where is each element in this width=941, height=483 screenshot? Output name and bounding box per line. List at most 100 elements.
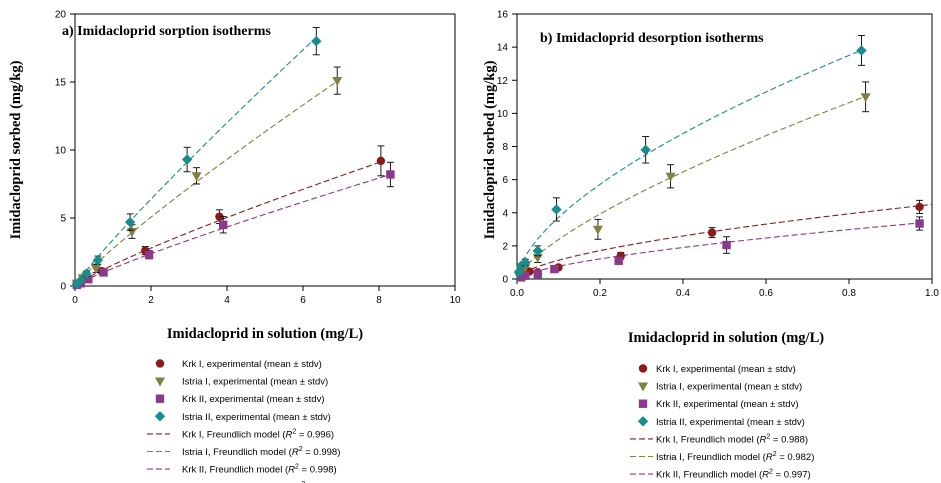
data-point bbox=[84, 275, 93, 284]
chart-panel-2: 0.0 0.2 0.4 0.6 0.8 1.0 0 2 4 6 8 10 12 14 16 b) Imidac… bbox=[482, 10, 939, 481]
y-tick-label: 12 bbox=[497, 76, 509, 87]
data-series bbox=[72, 161, 395, 290]
legend-label-part: Krk I, Freundlich model ( bbox=[656, 434, 760, 445]
y-tick-label: 20 bbox=[55, 10, 67, 21]
legend-label: Istria II, experimental (mean ± stdv) bbox=[656, 417, 805, 428]
y-tick-label: 15 bbox=[55, 78, 67, 89]
legend-marker bbox=[638, 382, 648, 392]
legend-label-part: R bbox=[762, 470, 769, 481]
legend-label-part: = 0.997) bbox=[773, 470, 811, 481]
data-point bbox=[219, 220, 228, 229]
data-point bbox=[386, 170, 395, 179]
legend-marker bbox=[155, 359, 165, 368]
data-point bbox=[533, 269, 542, 279]
y-tick-label: 0 bbox=[60, 282, 66, 293]
model-curve bbox=[74, 160, 383, 287]
y-axis-title: Imidacloprid sorbed (mg/kg) bbox=[8, 60, 24, 239]
legend-label-part: R bbox=[759, 434, 766, 445]
data-point bbox=[520, 257, 531, 268]
model-curve bbox=[516, 222, 924, 280]
model-curve bbox=[516, 94, 870, 280]
legend-marker bbox=[155, 394, 165, 403]
model-curve bbox=[74, 172, 395, 287]
legend: Krk I, experimental (mean ± stdv) Istria … bbox=[147, 359, 343, 483]
legend-label-part: Krk II, Freundlich model ( bbox=[182, 465, 289, 476]
plot-frame bbox=[516, 13, 933, 280]
data-point bbox=[722, 240, 731, 250]
legend-label-part: 2 bbox=[292, 428, 296, 435]
x-axis-title: Imidacloprid in solution (mg/L) bbox=[167, 326, 363, 342]
legend-label: Krk I, experimental (mean ± stdv) bbox=[182, 359, 322, 370]
data-point bbox=[707, 228, 717, 237]
x-tick-label: 0.0 bbox=[510, 288, 524, 299]
y-tick-label: 5 bbox=[60, 214, 66, 225]
legend-label: Krk I, experimental (mean ± stdv) bbox=[656, 364, 796, 375]
legend-marker bbox=[155, 377, 165, 387]
legend-label: Krk II, Freundlich model (R2 = 0.998) bbox=[182, 464, 337, 476]
data-point bbox=[215, 212, 224, 221]
legend-label-part: 2 bbox=[299, 446, 303, 453]
legend-label-part: = 0.982) bbox=[777, 452, 815, 463]
legend-marker bbox=[154, 411, 166, 422]
x-tick-label: 0.2 bbox=[593, 288, 607, 299]
legend-label-part: Istria I, Freundlich model ( bbox=[656, 452, 767, 463]
legend-label: Istria I, Freundlich model (R2 = 0.998) bbox=[182, 446, 340, 458]
x-tick-label: 4 bbox=[224, 295, 230, 306]
data-point bbox=[915, 202, 924, 212]
chart-title: a) Imidacloprid sorption isotherms bbox=[62, 24, 271, 39]
data-point bbox=[592, 225, 603, 235]
data-point bbox=[551, 204, 562, 215]
data-point bbox=[856, 45, 867, 56]
data-point bbox=[90, 264, 101, 274]
data-point bbox=[332, 77, 343, 87]
y-tick-label: 6 bbox=[502, 175, 508, 186]
data-point bbox=[75, 275, 86, 286]
data-point bbox=[181, 154, 193, 165]
data-point bbox=[311, 36, 322, 47]
data-point bbox=[81, 268, 92, 279]
chart-panel-1: 0 2 4 6 8 10 0 5 10 15 20 a) Imidacloprid sorption … bbox=[8, 10, 461, 483]
x-tick-label: 0 bbox=[72, 295, 78, 306]
model-curve bbox=[516, 203, 933, 280]
legend-label-part: R bbox=[285, 429, 292, 440]
plot-frame bbox=[74, 13, 456, 287]
y-tick-label: 10 bbox=[55, 146, 67, 157]
data-point bbox=[144, 250, 154, 259]
legend-marker bbox=[638, 399, 648, 408]
y-tick-label: 10 bbox=[497, 109, 509, 120]
legend-label: Krk I, Freundlich model (R2 = 0.996) bbox=[182, 428, 334, 440]
y-tick-label: 8 bbox=[502, 142, 508, 153]
legend-label-part: R bbox=[292, 447, 299, 458]
data-point bbox=[550, 264, 559, 274]
legend-label-part: = 0.998) bbox=[303, 447, 341, 458]
legend-label-part: = 0.998) bbox=[299, 465, 337, 476]
model-curve bbox=[74, 35, 319, 287]
data-series bbox=[516, 216, 924, 282]
data-point bbox=[614, 256, 623, 265]
data-point bbox=[532, 245, 543, 257]
legend-label-part: 2 bbox=[766, 433, 770, 440]
legend-label: Istria I, Freundlich model (R2 = 0.982) bbox=[656, 451, 814, 463]
data-series bbox=[72, 145, 386, 289]
data-point bbox=[860, 93, 871, 103]
x-tick-label: 0.6 bbox=[759, 288, 773, 299]
legend-label-part: = 0.988) bbox=[770, 434, 808, 445]
x-tick-label: 1.0 bbox=[925, 288, 939, 299]
legend-label-part: 2 bbox=[769, 469, 773, 476]
data-series bbox=[514, 81, 871, 280]
model-curve bbox=[516, 49, 862, 280]
legend-label-part: R bbox=[288, 465, 295, 476]
data-point bbox=[640, 144, 651, 156]
data-point bbox=[376, 156, 386, 166]
legend-label-part: 2 bbox=[301, 481, 305, 483]
legend-label: Istria II, experimental (mean ± stdv) bbox=[182, 412, 331, 423]
y-axis-title: Imidacloprid sorbed (mg/kg) bbox=[482, 60, 498, 239]
data-point bbox=[124, 216, 136, 228]
legend-label: Krk II, experimental (mean ± stdv) bbox=[182, 394, 324, 405]
legend: Krk I, experimental (mean ± stdv) Istria … bbox=[630, 364, 814, 481]
x-tick-label: 0.8 bbox=[842, 288, 856, 299]
data-series bbox=[513, 35, 867, 278]
data-series bbox=[71, 27, 322, 290]
x-tick-label: 8 bbox=[376, 295, 382, 306]
